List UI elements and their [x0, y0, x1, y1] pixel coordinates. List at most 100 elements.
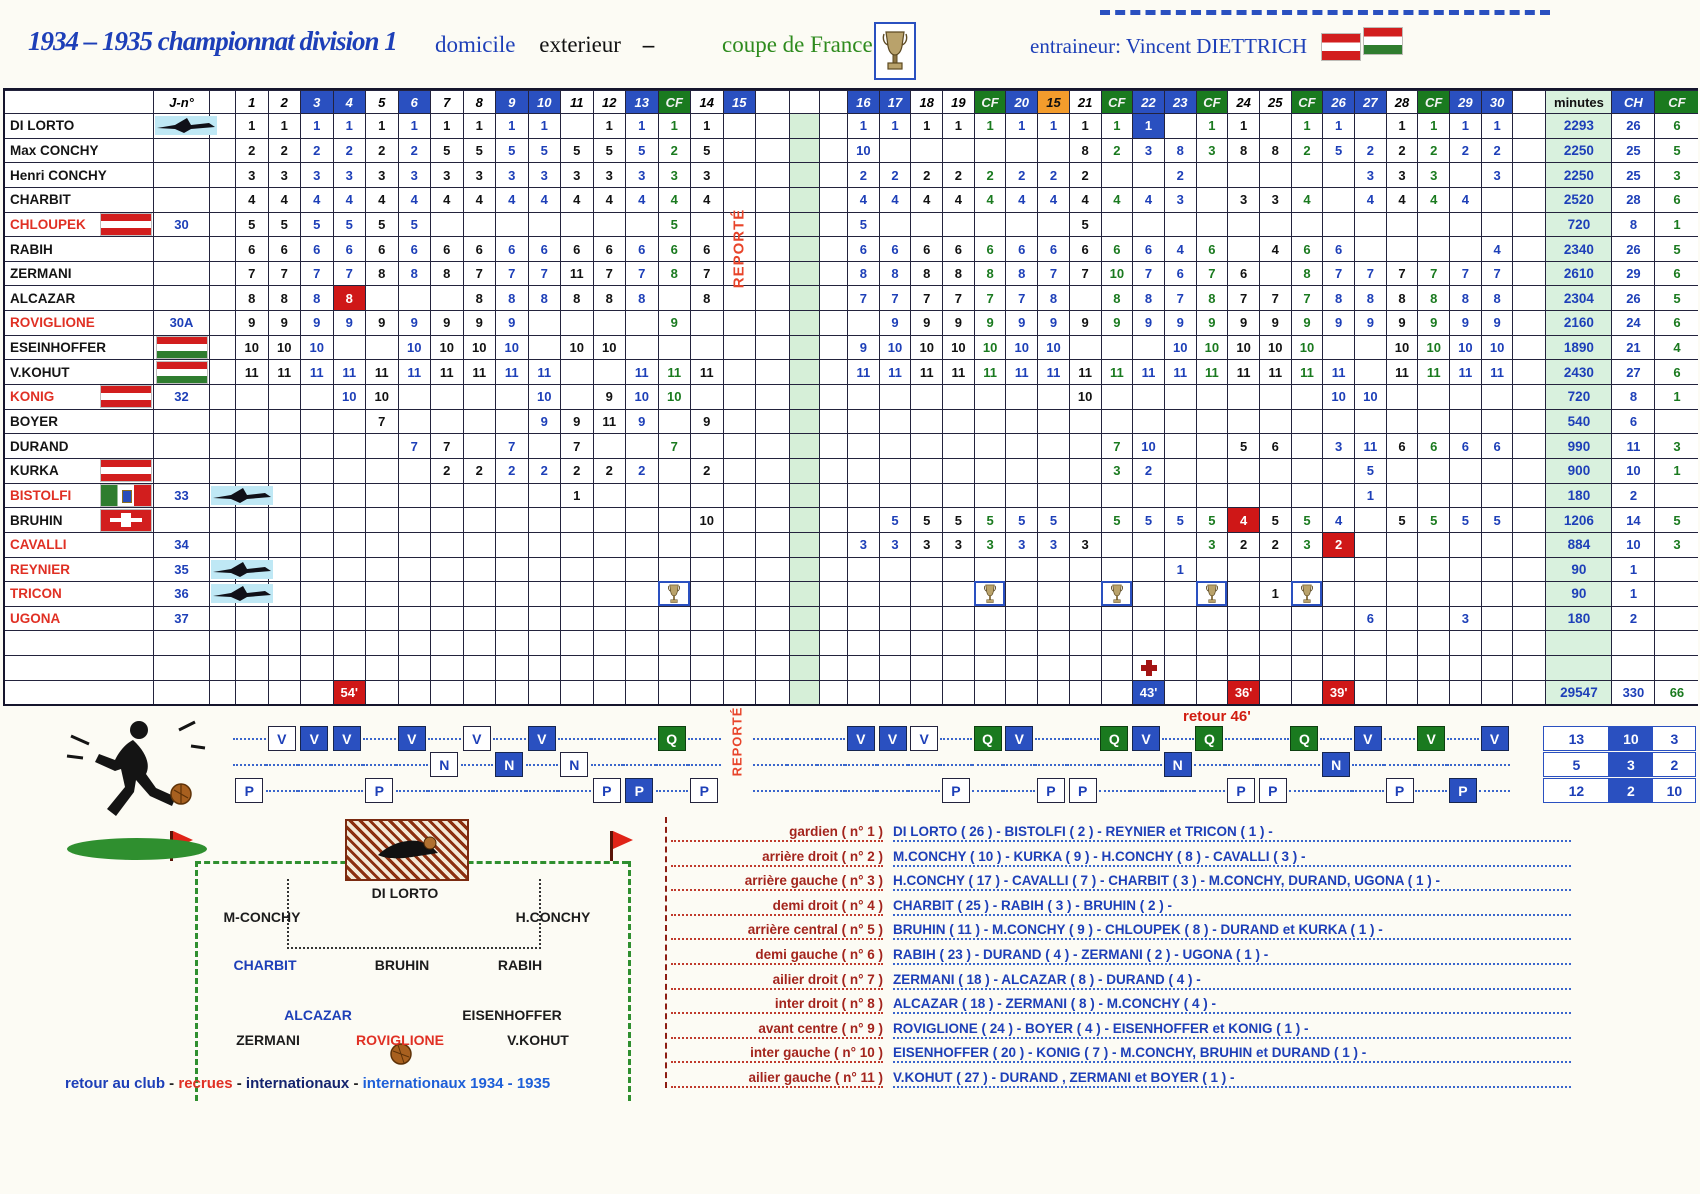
match-cell [1258, 655, 1291, 680]
match-cell: 8 [1132, 285, 1164, 311]
match-cell [1100, 556, 1133, 582]
match-cell: 2 [1449, 137, 1481, 163]
match-cell [1100, 482, 1133, 508]
result-box-27: V [1353, 726, 1382, 752]
match-cell: 1 [657, 113, 690, 138]
match-cell [1005, 408, 1038, 434]
pitch-player-v-kohut: V.KOHUT [507, 1032, 569, 1049]
match-cell [1132, 482, 1164, 508]
result-cell-26 [1320, 778, 1352, 803]
match-cell: 4 [495, 186, 528, 212]
match-cell: 3 [1227, 186, 1259, 212]
player-jn [153, 137, 209, 163]
match-cell [1100, 408, 1133, 434]
result-cell-CF3 [1098, 752, 1131, 777]
legend-position-label: avant centre ( n° 9 ) [671, 1021, 883, 1039]
kicker-shadow [67, 838, 207, 861]
match-cell [690, 211, 723, 237]
match-cell: 2 [397, 137, 430, 163]
spacer-cell [789, 113, 819, 138]
match-cell: 10 [625, 384, 658, 409]
match-cell: 11 [332, 359, 365, 385]
pitch-right-line [628, 861, 631, 1102]
match-cell: 2 [657, 137, 690, 163]
match-cell: 7 [300, 260, 333, 286]
match-cell: 7 [1322, 260, 1354, 286]
match-cell: 11 [1100, 359, 1133, 385]
player-row: V.KOHUT 11 11 11 11 11 11 11 11 11 11 11 11 11 11 11 11 1… [5, 359, 1699, 385]
coupe-de-france-label: coupe de France [722, 32, 873, 57]
match-cell: 4 [1132, 186, 1164, 212]
match-cell [365, 531, 398, 557]
match-cell [527, 211, 560, 237]
match-cell: 6 [878, 236, 911, 261]
spacer-cell [1512, 384, 1546, 409]
legend-position-value: ZERMANI ( 18 ) - ALCAZAR ( 8 ) - DURAND … [893, 972, 1571, 990]
legend-row-4: demi droit ( n° 4 ) CHARBIT ( 25 ) - RABI… [671, 891, 1571, 916]
match-cell: 2 [1005, 162, 1038, 187]
match-cell: 4 [690, 186, 723, 212]
legend-row-6: demi gauche ( n° 6 ) RABIH ( 23 ) - DURAN… [671, 940, 1571, 965]
match-cell [397, 655, 430, 680]
match-cell [1480, 457, 1513, 483]
match-cell: 4 [625, 186, 658, 212]
player-ch-total [1611, 630, 1655, 656]
match-cell: 5 [910, 507, 943, 532]
match-cell [1290, 605, 1323, 631]
results-section: retour 46' V V V V V V Q V V V Q V Q V Q Q V V V 13 10 3 N N N N N… [3, 707, 1697, 861]
player-name: CHARBIT [5, 186, 153, 212]
match-cell [462, 507, 495, 532]
match-cell [397, 679, 430, 705]
spacer-cell [819, 260, 847, 286]
result-box-9: N [495, 752, 524, 778]
match-cell [1132, 211, 1164, 237]
player-name: UGONA [5, 605, 153, 631]
match-cell: 6 [1354, 605, 1386, 631]
player-row: CHLOUPEK 30 5 5 5 5 5 5 5 5 5 720 8 1 [5, 211, 1699, 237]
match-column-header-CF3: CF [1100, 90, 1133, 113]
match-cell [1480, 482, 1513, 508]
spacer-cell [819, 236, 847, 261]
match-cell: 10 [267, 334, 300, 360]
austria-flag-icon [101, 213, 151, 235]
pitch-player-bruhin: BRUHIN [374, 957, 430, 974]
result-cell-12 [590, 726, 623, 751]
match-cell [1354, 679, 1386, 705]
match-cell [1227, 162, 1259, 187]
match-cell [300, 408, 333, 434]
player-minutes: 90 [1545, 581, 1612, 606]
player-cf-total: 6 [1654, 113, 1699, 138]
match-cell [397, 285, 430, 311]
spacer-cell [819, 211, 847, 237]
match-cell: 8 [1385, 285, 1418, 311]
match-cell [235, 507, 268, 532]
match-cell: 2 [1385, 137, 1418, 163]
match-cell: 8 [1227, 137, 1259, 163]
result-cell-15R: P [1035, 778, 1067, 804]
player-ch-total: 8 [1611, 384, 1655, 409]
legend-position-value: H.CONCHY ( 17 ) - CAVALLI ( 7 ) - CHARBI… [893, 873, 1571, 892]
match-cell [365, 482, 398, 508]
result-cell-27 [1352, 752, 1384, 777]
match-cell [1354, 236, 1386, 261]
spacer-cell [755, 655, 789, 680]
match-cell: 5 [462, 137, 495, 163]
match-cell: 8 [1258, 137, 1291, 163]
player-cf-total: 5 [1654, 236, 1699, 261]
plane-icon [211, 559, 273, 579]
player-row: ALCAZAR 8 8 8 8 8 8 8 8 8 8 8 7 7 7 7 7 7 8 8 8 7 8 7 7 7 8 8 8 8 8 8 23… [5, 285, 1699, 311]
match-cell [1290, 211, 1323, 237]
match-cell: 5 [560, 137, 593, 163]
result-leader [753, 752, 787, 777]
match-cell: 9 [1354, 310, 1386, 335]
result-box-7: N [430, 752, 459, 778]
match-cell: 11 [942, 359, 974, 385]
player-cf-total: 3 [1654, 531, 1699, 557]
match-cell [300, 655, 333, 680]
match-cell: 8 [1417, 285, 1450, 311]
player-cf-total: 6 [1654, 310, 1699, 335]
match-cell: 6 [942, 236, 974, 261]
match-cell [1132, 531, 1164, 557]
player-jn [153, 408, 209, 434]
match-cell [365, 679, 398, 705]
